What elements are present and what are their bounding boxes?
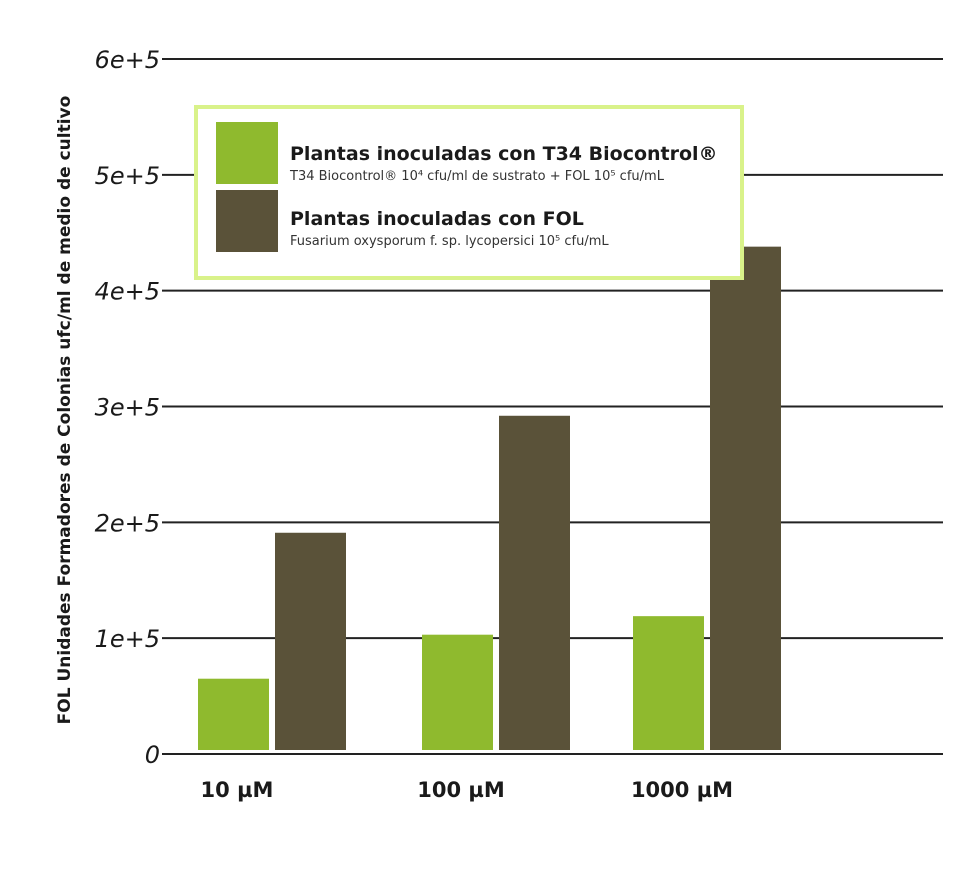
bars [198, 246, 781, 750]
legend-subtitle-fol: Fusarium oxysporum f. sp. lycopersici 10… [290, 234, 609, 249]
bar-fol [710, 246, 781, 750]
x-category-label: 1000 µM [631, 778, 733, 802]
y-tick-label: 0 [145, 741, 160, 769]
legend-swatch-fol [216, 190, 278, 252]
x-category-label: 100 µM [417, 778, 505, 802]
bar-t34 [422, 634, 493, 750]
y-tick-label: 6e+5 [95, 46, 160, 74]
bar-t34 [633, 616, 704, 750]
bar-fol [275, 532, 346, 750]
y-tick-label: 4e+5 [95, 278, 160, 306]
legend-box [194, 105, 744, 280]
legend-subtitle-t34: T34 Biocontrol® 10⁴ cfu/ml de sustrato +… [289, 169, 665, 184]
y-tick-label: 2e+5 [95, 509, 160, 537]
bar-t34 [198, 678, 269, 750]
legend-swatch-t34 [216, 122, 278, 184]
y-axis-label: FOL Unidades Formadores de Colonias ufc/… [55, 96, 75, 725]
y-tick-label: 5e+5 [95, 162, 160, 190]
y-tick-label: 1e+5 [95, 625, 160, 653]
legend: Plantas inoculadas con T34 Biocontrol® T… [194, 105, 744, 280]
y-tick-label: 3e+5 [95, 394, 160, 422]
x-category-labels: 10 µM 100 µM 1000 µM [201, 778, 734, 802]
y-tick-labels: 0 1e+5 2e+5 3e+5 4e+5 5e+5 6e+5 [95, 46, 160, 769]
x-category-label: 10 µM [201, 778, 274, 802]
legend-title-fol: Plantas inoculadas con FOL [290, 208, 584, 230]
bar-fol [499, 415, 570, 750]
legend-title-t34: Plantas inoculadas con T34 Biocontrol® [290, 143, 718, 165]
